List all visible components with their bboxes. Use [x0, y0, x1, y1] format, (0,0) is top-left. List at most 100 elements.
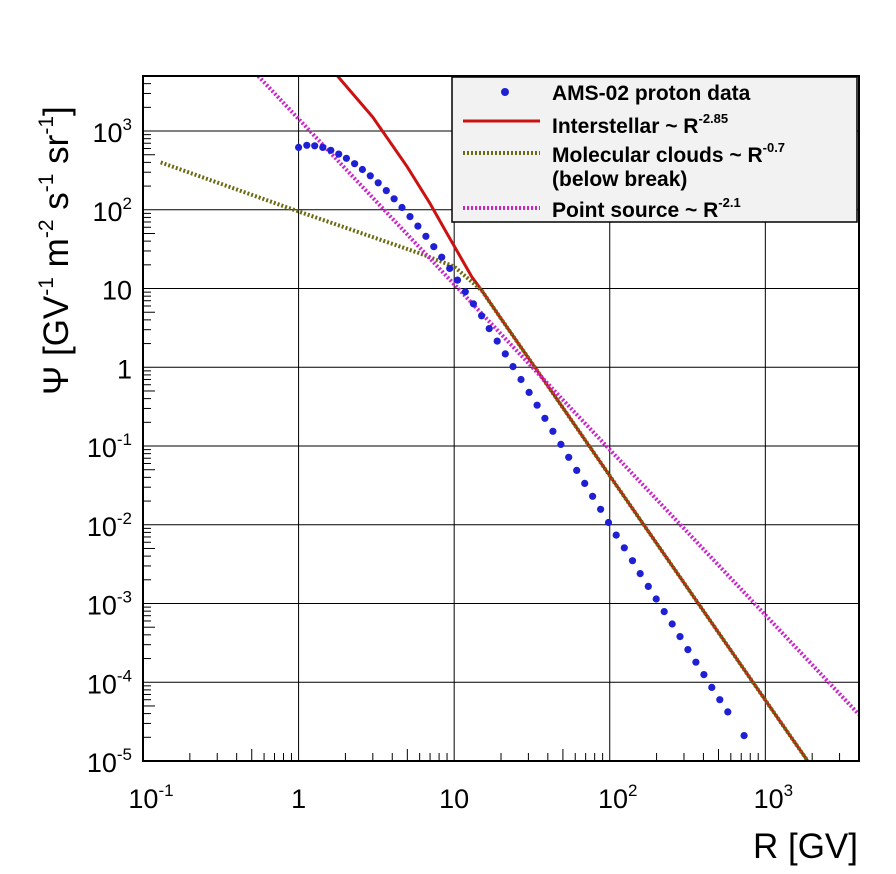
x-tick-label-base: 10 — [754, 784, 784, 814]
data-point — [636, 570, 644, 578]
data-point — [358, 165, 366, 174]
y-tick-label-base: 10 — [102, 276, 132, 306]
y-tick-label-base: 10 — [92, 118, 122, 148]
data-point — [335, 150, 343, 158]
data-point — [430, 243, 438, 251]
data-point — [501, 350, 509, 358]
data-point — [541, 414, 549, 422]
legend-label-interstellar-exp: -2.85 — [698, 111, 728, 126]
y-axis-title-mid2: s — [37, 192, 76, 219]
data-point — [469, 300, 477, 308]
y-tick-label-base: 1 — [117, 354, 132, 384]
x-tick-label-base: 10 — [128, 784, 158, 814]
y-tick-label: 10 — [102, 276, 132, 306]
data-point — [676, 633, 684, 641]
x-tick-label-base: 10 — [439, 784, 469, 814]
data-point — [366, 172, 374, 180]
x-tick-label: 1 — [291, 784, 306, 814]
data-point — [390, 195, 398, 203]
series-line-molecular-clouds — [160, 160, 811, 761]
legend-label-molecular: Molecular clouds ~ R-0.7 — [552, 140, 785, 167]
y-tick-label-exp: -1 — [117, 430, 132, 449]
y-tick-label: 1 — [117, 354, 132, 384]
x-tick-label: 10 — [439, 784, 469, 814]
data-point — [700, 671, 708, 679]
x-tick-label-base: 1 — [291, 784, 306, 814]
x-tick-label-exp: 3 — [784, 781, 793, 800]
data-point — [620, 544, 628, 552]
legend-label-point-source: Point source ~ R-2.1 — [552, 195, 741, 222]
data-point — [446, 264, 454, 272]
data-point — [295, 143, 303, 151]
y-tick-label: 103 — [92, 115, 132, 148]
data-point — [406, 213, 414, 221]
y-tick-label-exp: -4 — [117, 666, 132, 685]
x-tick-label-exp: 2 — [628, 781, 637, 800]
data-point — [740, 732, 748, 740]
data-point — [303, 141, 311, 149]
legend-label-ams02-text: AMS-02 proton data — [552, 82, 751, 105]
data-point — [724, 708, 732, 716]
data-point — [628, 557, 637, 565]
data-point — [597, 505, 605, 513]
data-point — [478, 312, 486, 320]
data-point — [684, 646, 692, 654]
legend-label-interstellar-text: Interstellar ~ R — [552, 115, 698, 138]
data-point — [533, 401, 541, 409]
legend-label-interstellar: Interstellar ~ R-2.85 — [552, 111, 728, 138]
data-point — [485, 325, 493, 333]
data-point — [342, 154, 350, 162]
data-point — [414, 222, 422, 230]
y-axis-title-base: Ψ [GV — [37, 295, 76, 395]
y-tick-label: 10-2 — [87, 509, 132, 542]
y-tick-label-base: 10 — [87, 669, 117, 699]
data-point — [762, 762, 769, 769]
data-point — [517, 375, 525, 384]
data-point — [319, 143, 327, 151]
legend-label-molecular-exp: -0.7 — [763, 140, 785, 155]
series-layer — [160, 76, 859, 769]
y-axis-title-mid3: sr — [37, 134, 76, 173]
data-point — [509, 363, 517, 371]
y-tick-label-base: 10 — [87, 512, 117, 542]
data-point — [311, 142, 319, 150]
x-tick-label: 10-1 — [128, 781, 173, 814]
y-tick-label-exp: -3 — [117, 588, 132, 607]
y-tick-label: 10-4 — [87, 666, 132, 699]
data-point — [692, 658, 700, 666]
y-tick-label-base: 10 — [87, 748, 117, 778]
data-point — [493, 337, 501, 345]
y-axis-title-exp4: -1 — [35, 116, 58, 135]
legend-label-molecular-extra: (below break) — [552, 168, 687, 191]
legend-label-point-source-text: Point source ~ R — [552, 199, 718, 222]
y-tick-label-base: 10 — [87, 591, 117, 621]
data-point — [557, 440, 565, 448]
data-point — [604, 518, 613, 527]
y-tick-label-exp: -5 — [117, 745, 132, 764]
x-tick-labels: 10-1 1 10 102 103 — [128, 781, 793, 814]
data-point — [461, 288, 469, 296]
data-point — [668, 620, 676, 628]
legend-label-point-source-exp: -2.1 — [718, 195, 740, 210]
y-axis-title: Ψ [GV-1 m-2 s-1 sr-1] — [35, 106, 76, 395]
data-point — [549, 427, 557, 435]
y-tick-label-exp: 2 — [123, 194, 132, 213]
y-tick-label-exp: 3 — [123, 115, 132, 134]
data-point — [374, 179, 382, 187]
y-axis-title-exp2: -2 — [35, 219, 58, 238]
plot-frame — [142, 75, 860, 762]
y-axis-title-exp1: -1 — [35, 277, 58, 296]
data-point — [573, 466, 581, 474]
data-point — [565, 453, 573, 461]
data-point — [422, 232, 430, 240]
x-tick-label-exp: -1 — [158, 781, 173, 800]
y-axis-title-end: ] — [37, 106, 76, 116]
legend-label-molecular-text: Molecular clouds ~ R — [552, 144, 763, 167]
x-axis-title: R [GV] — [753, 827, 858, 866]
y-axis-title-exp3: -1 — [35, 174, 58, 193]
y-tick-label: 10-5 — [87, 745, 132, 778]
legend-label-ams02: AMS-02 proton data — [552, 82, 751, 105]
data-point — [644, 582, 652, 591]
